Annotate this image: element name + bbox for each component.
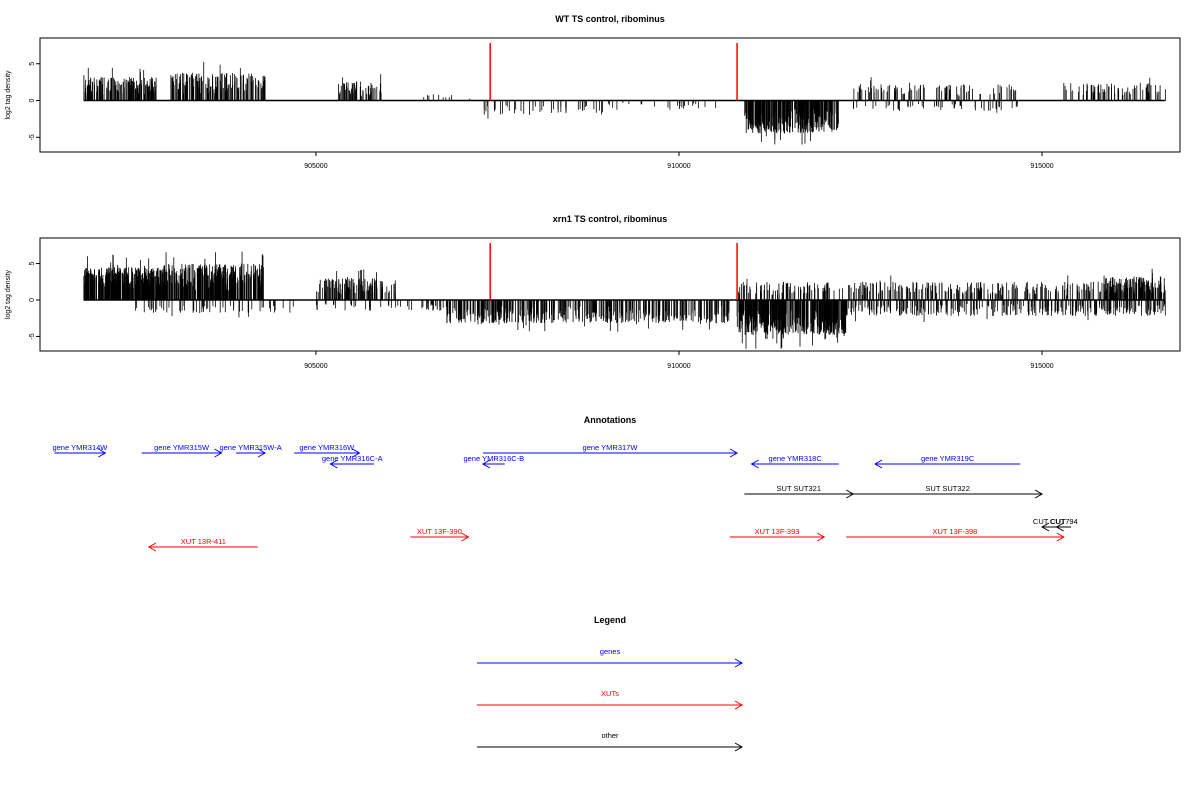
plot-frame <box>39 237 1181 352</box>
legend-title: Legend <box>594 615 626 625</box>
annotation-arrow-head <box>257 448 267 458</box>
legend-arrow-head <box>734 658 744 668</box>
annotation-arrow-head <box>481 459 491 469</box>
annotation-label: gene YMR316W <box>299 443 355 452</box>
annotation-arrow-head <box>1041 522 1050 532</box>
x-tick-label: 910000 <box>667 163 690 170</box>
y-axis-label: log2 tag density <box>5 70 12 120</box>
annotation-label: gene YMR319C <box>921 454 975 463</box>
y-tick-label: 0 <box>29 298 36 302</box>
annotation-label: gene YMR316C-B <box>463 454 524 463</box>
y-tick-label: -5 <box>29 134 36 140</box>
y-tick-label: -5 <box>29 333 36 339</box>
legend-label: genes <box>600 647 621 656</box>
annotation-label: gene YMR317W <box>583 443 639 452</box>
annotation-label: CUT CUT <box>1033 517 1066 526</box>
annotation-arrow-head <box>1034 489 1044 499</box>
y-tick-label: 0 <box>29 98 36 102</box>
annotation-label: gene YMR314W <box>52 443 108 452</box>
chart-title: xrn1 TS control, ribominus <box>553 214 668 224</box>
x-tick-label: 905000 <box>304 363 327 370</box>
annotation-arrow-head <box>352 448 361 458</box>
annotation-label: gene YMR318C <box>769 454 823 463</box>
annotation-arrow-head <box>98 448 107 458</box>
annotation-label: gene YMR315W-A <box>219 443 281 452</box>
legend-arrow-head <box>734 742 744 752</box>
annotation-label: gene YMR316C-A <box>322 454 383 463</box>
x-tick-label: 915000 <box>1030 363 1053 370</box>
x-tick-label: 915000 <box>1030 163 1053 170</box>
annotation-label: XUT 13F-390 <box>417 527 462 536</box>
annotation-arrow-head <box>214 448 223 458</box>
y-tick-label: 5 <box>29 62 36 66</box>
annotation-arrow-head <box>816 532 826 542</box>
legend-label: XUTs <box>601 689 619 698</box>
annotation-label: gene YMR315W <box>154 443 210 452</box>
legend-label: other <box>601 731 619 740</box>
annotation-label: XUT 13F-393 <box>755 527 800 536</box>
x-tick-label: 905000 <box>304 163 327 170</box>
annotation-arrow-head <box>1056 532 1065 542</box>
annotations-title: Annotations <box>584 415 637 425</box>
annotation-label: XUT 13F-398 <box>932 527 977 536</box>
annotation-label: XUT 13R-411 <box>181 537 226 546</box>
annotation-arrow-head <box>729 448 739 458</box>
x-tick-label: 910000 <box>667 363 690 370</box>
annotation-arrow-head <box>329 459 338 469</box>
y-axis-label: log2 tag density <box>5 269 12 319</box>
annotation-arrow-head <box>750 459 759 469</box>
chart-title: WT TS control, ribominus <box>555 14 665 24</box>
annotation-arrow-head <box>147 542 157 552</box>
annotation-label: CUT794 <box>1050 517 1078 526</box>
y-tick-label: 5 <box>29 261 36 265</box>
annotation-arrow-head <box>874 459 883 469</box>
annotation-label: SUT SUT322 <box>925 484 969 493</box>
plot-frame <box>39 37 1181 153</box>
annotation-arrow-head <box>461 532 470 542</box>
legend-arrow-head <box>734 700 744 710</box>
annotation-arrow-head <box>1055 522 1064 532</box>
annotation-label: SUT SUT321 <box>777 484 821 493</box>
